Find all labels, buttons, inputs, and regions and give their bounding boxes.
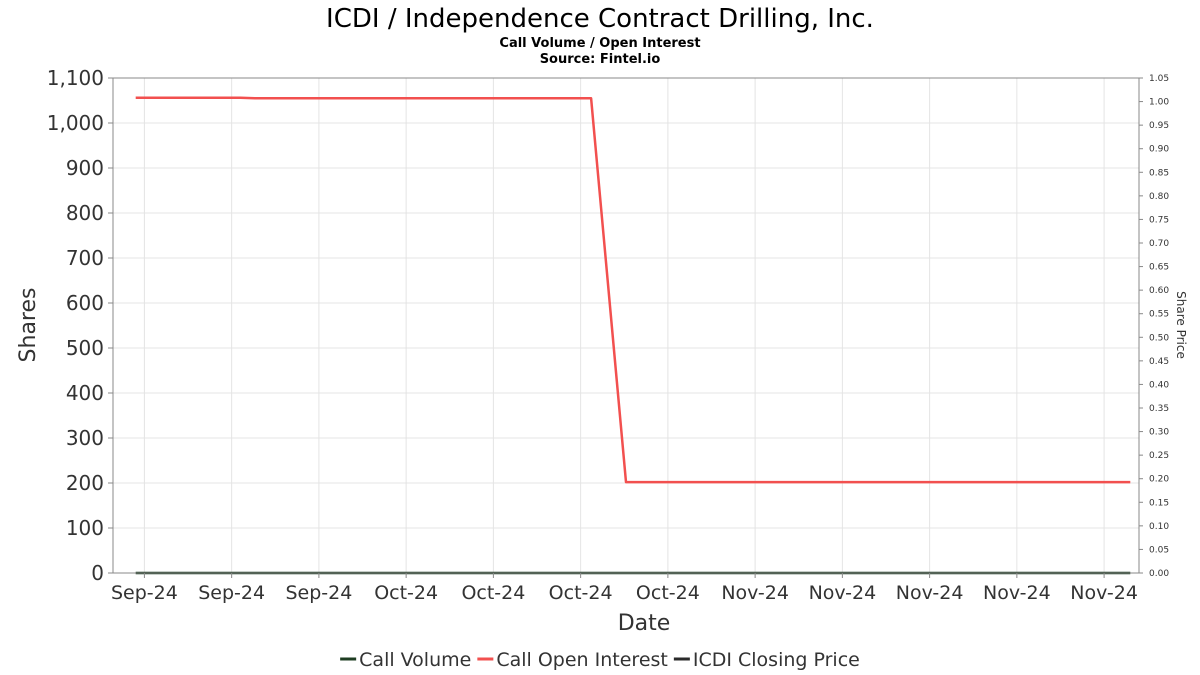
y2-tick-label: 0.20 [1149,475,1169,485]
y-tick-label: 1,100 [47,66,104,90]
y2-tick-label: 0.30 [1149,428,1169,438]
y-axis-label: Shares [16,288,41,363]
y2-tick-label: 0.55 [1149,310,1169,320]
y2-tick-label: 0.25 [1149,451,1169,461]
y2-tick-label: 0.90 [1149,145,1169,155]
y2-tick-label: 1.05 [1149,74,1169,84]
x-tick-label: Nov-24 [896,582,964,604]
y2-tick-label: 1.00 [1149,98,1169,108]
chart-title: ICDI / Independence Contract Drilling, I… [326,4,874,34]
legend-label: Call Open Interest [496,649,668,671]
plot-border [112,77,1140,574]
x-tick-label: Nov-24 [721,582,789,604]
y2-tick-label: 0.05 [1149,545,1169,555]
y2-tick-label: 0.10 [1149,522,1169,532]
x-tick-label: Oct-24 [374,582,438,604]
y2-tick-label: 0.40 [1149,380,1169,390]
chart-subtitle: Call Volume / Open Interest [499,36,700,51]
x-tick-label: Nov-24 [983,582,1051,604]
y-tick-label: 800 [66,201,104,225]
legend-label: Call Volume [359,649,471,671]
y2-tick-label: 0.70 [1149,239,1169,249]
y2-tick-label: 0.75 [1149,215,1169,225]
y-tick-label: 1,000 [47,111,104,135]
y2-tick-label: 0.50 [1149,333,1169,343]
x-tick-label: Nov-24 [809,582,877,604]
x-tick-label: Oct-24 [549,582,613,604]
y-tick-label: 700 [66,246,104,270]
y-tick-label: 100 [66,516,104,540]
y2-tick-label: 0.15 [1149,498,1169,508]
x-tick-label: Sep-24 [198,582,265,604]
x-axis-label: Date [618,611,671,636]
y-axis-right: 0.00 0.05 0.10 0.15 0.20 0.25 0.30 0.35 0.40 0.45… [1139,74,1169,579]
y-axis-left: 0 100 200 300 400 500 600 700 800 900 1,000 1,100 [47,66,113,585]
legend: Call Volume Call Open Interest ICDI Closin… [340,649,860,671]
y-tick-label: 400 [66,381,104,405]
y-tick-label: 300 [66,426,104,450]
plot-area [113,78,1139,573]
x-tick-label: Oct-24 [461,582,525,604]
x-tick-label: Sep-24 [285,582,352,604]
y2-tick-label: 0.80 [1149,192,1169,202]
chart-source: Source: Fintel.io [540,52,661,67]
x-axis: Sep-24 Sep-24 Sep-24 Oct-24 Oct-24 Oct-24 Oct-… [111,573,1138,604]
x-tick-label: Oct-24 [636,582,700,604]
y2-axis-label: Share Price [1174,291,1188,359]
x-tick-label: Nov-24 [1070,582,1138,604]
y-tick-label: 200 [66,471,104,495]
y2-tick-label: 0.85 [1149,168,1169,178]
y-tick-label: 500 [66,336,104,360]
legend-label: ICDI Closing Price [693,649,860,671]
y-tick-label: 0 [91,561,104,585]
y2-tick-label: 0.45 [1149,357,1169,367]
y2-tick-label: 0.60 [1149,286,1169,296]
x-tick-label: Sep-24 [111,582,178,604]
y2-tick-label: 0.95 [1149,121,1169,131]
y2-tick-label: 0.35 [1149,404,1169,414]
y2-tick-label: 0.65 [1149,263,1169,273]
y-tick-label: 600 [66,291,104,315]
y2-tick-label: 0.00 [1149,569,1169,579]
y-tick-label: 900 [66,156,104,180]
series-line-call-open-interest [135,96,1131,484]
